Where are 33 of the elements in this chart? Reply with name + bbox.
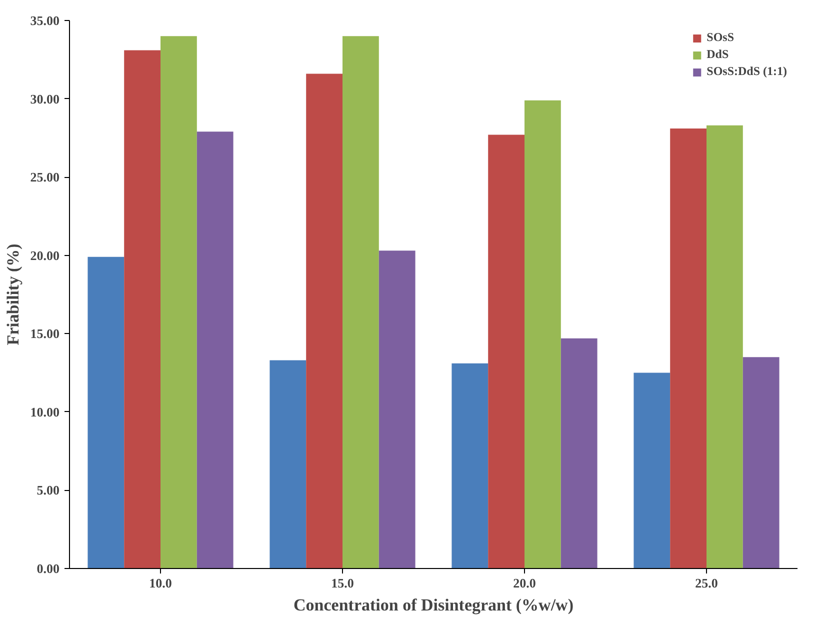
legend-label: SOsS (706, 30, 734, 45)
bar (706, 125, 743, 568)
bar (160, 36, 197, 568)
bar (88, 256, 124, 568)
bar (124, 50, 160, 568)
bar (306, 74, 342, 568)
bar (524, 100, 561, 568)
y-tick-label: 15.00 (30, 326, 60, 342)
x-tick-label: 10.0 (149, 576, 172, 590)
y-tick-label: 30.00 (30, 91, 60, 106)
y-tick-label: 35.00 (30, 13, 60, 28)
y-tick-label: 25.00 (30, 170, 60, 185)
bar (378, 250, 416, 568)
y-tick-label: 10.00 (30, 404, 60, 420)
bar (452, 363, 488, 568)
x-tick-label: 20.0 (513, 576, 536, 590)
bar (742, 357, 780, 568)
y-axis-title: Friability (%) (3, 244, 22, 346)
bar (342, 36, 379, 568)
bar (196, 132, 234, 568)
legend-label: SOsS:DdS (1:1) (706, 64, 787, 79)
bar (270, 360, 306, 568)
bar (560, 338, 598, 568)
x-tick-label: 25.0 (695, 576, 718, 590)
bar (488, 134, 524, 568)
legend-label: DdS (706, 47, 729, 62)
y-tick-label: 20.00 (30, 248, 60, 263)
x-tick-label: 15.0 (331, 576, 354, 590)
y-tick-label: 0.00 (36, 561, 60, 576)
y-tick-label: 5.00 (36, 482, 60, 498)
x-axis-title: Concentration of Disintegrant (%w/w) (294, 596, 574, 614)
bar (634, 372, 670, 568)
bar (670, 128, 706, 568)
